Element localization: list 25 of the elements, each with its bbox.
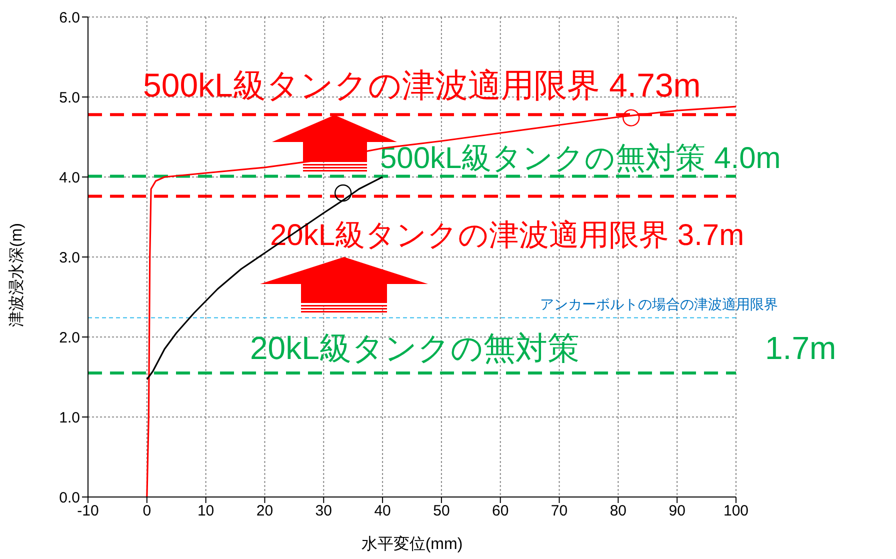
x-tick-label: 100 <box>723 502 749 520</box>
x-tick-label: -10 <box>77 502 99 520</box>
x-tick-label: 50 <box>433 502 450 520</box>
y-tick-label: 0.0 <box>59 489 80 506</box>
y-tick-label: 2.0 <box>59 329 80 346</box>
y-axis-title: 津波浸水深(m) <box>8 223 26 327</box>
y-tick-label: 6.0 <box>59 9 80 26</box>
ref-line-label: アンカーボルトの場合の津波適用限界 <box>540 296 778 312</box>
x-tick-label: 90 <box>668 502 686 520</box>
text: 20kL級タンクの無対策 1.7m <box>250 330 836 366</box>
x-tick-label: 40 <box>374 502 391 520</box>
y-tick-label: 1.0 <box>59 409 80 426</box>
ref-line-label: 500kL級タンクの津波適用限界 4.73m <box>143 66 701 104</box>
x-tick-label: 20 <box>256 502 274 520</box>
ref-line-label: 500kL級タンクの無対策 4.0m <box>380 142 781 176</box>
x-axis-title: 水平変位(mm) <box>361 535 463 553</box>
y-tick-label: 5.0 <box>59 89 80 106</box>
y-tick-label: 3.0 <box>59 249 80 266</box>
x-tick-label: 80 <box>610 502 627 520</box>
x-tick-label: 0 <box>142 502 152 520</box>
x-tick-label: 70 <box>550 502 568 520</box>
y-tick-label: 4.0 <box>59 169 80 186</box>
x-tick-label: 30 <box>315 502 332 520</box>
x-tick-label: 60 <box>492 502 509 520</box>
x-tick-label: 10 <box>197 502 214 520</box>
